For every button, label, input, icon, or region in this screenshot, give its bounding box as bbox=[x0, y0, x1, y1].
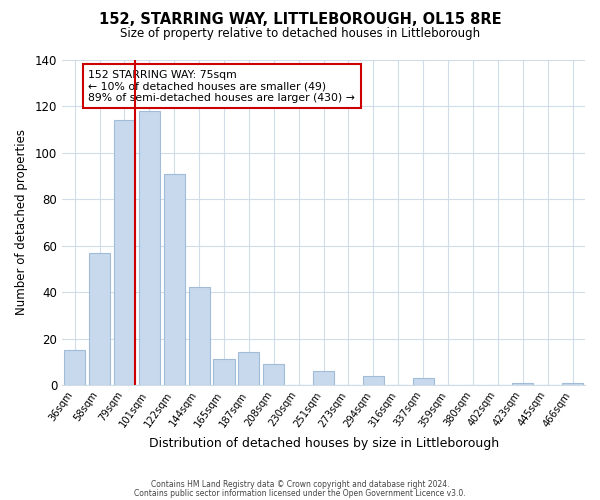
Text: Contains public sector information licensed under the Open Government Licence v3: Contains public sector information licen… bbox=[134, 489, 466, 498]
Bar bbox=[139, 111, 160, 385]
Bar bbox=[363, 376, 384, 385]
Y-axis label: Number of detached properties: Number of detached properties bbox=[15, 130, 28, 316]
Bar bbox=[214, 360, 235, 385]
Bar bbox=[164, 174, 185, 385]
Bar bbox=[413, 378, 434, 385]
Bar bbox=[313, 371, 334, 385]
Text: Contains HM Land Registry data © Crown copyright and database right 2024.: Contains HM Land Registry data © Crown c… bbox=[151, 480, 449, 489]
X-axis label: Distribution of detached houses by size in Littleborough: Distribution of detached houses by size … bbox=[149, 437, 499, 450]
Text: 152, STARRING WAY, LITTLEBOROUGH, OL15 8RE: 152, STARRING WAY, LITTLEBOROUGH, OL15 8… bbox=[98, 12, 502, 28]
Bar bbox=[64, 350, 85, 385]
Bar bbox=[238, 352, 259, 385]
Bar bbox=[512, 382, 533, 385]
Bar bbox=[114, 120, 135, 385]
Bar bbox=[188, 288, 209, 385]
Bar bbox=[263, 364, 284, 385]
Bar bbox=[562, 382, 583, 385]
Text: 152 STARRING WAY: 75sqm
← 10% of detached houses are smaller (49)
89% of semi-de: 152 STARRING WAY: 75sqm ← 10% of detache… bbox=[88, 70, 355, 103]
Bar bbox=[89, 252, 110, 385]
Text: Size of property relative to detached houses in Littleborough: Size of property relative to detached ho… bbox=[120, 28, 480, 40]
